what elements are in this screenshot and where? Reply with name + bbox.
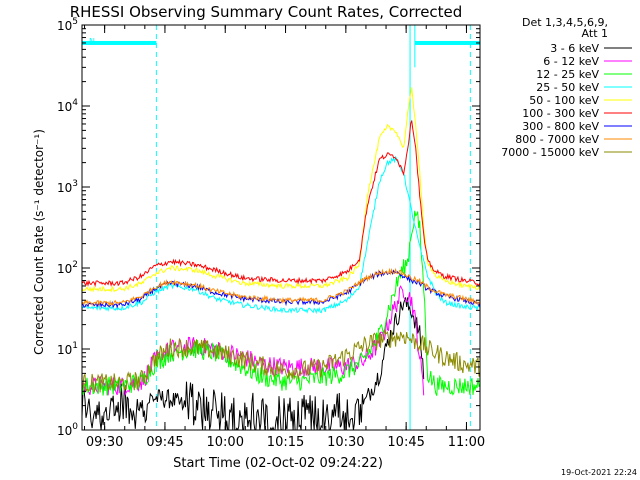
x-tick-label-5: 10:45	[387, 435, 424, 450]
y-tick-label-1: 101	[57, 341, 78, 357]
series-line-800-7000kev	[82, 267, 480, 307]
x-tick-label-4: 10:30	[327, 435, 364, 450]
legend-label-1: 6 - 12 keV	[543, 55, 599, 68]
axes: 100 101 102 103 104 105 09:30 09:45 10:00 10:15 10…	[57, 17, 485, 450]
y-tick-label-5: 105	[57, 17, 78, 33]
x-tick-label-2: 10:00	[207, 435, 244, 450]
legend-title-line-1: Att 1	[582, 27, 608, 40]
x-tick-label-0: 09:30	[86, 435, 123, 450]
series-line-7000-15000kev	[82, 329, 480, 394]
x-axis-label: Start Time (02-Oct-02 09:24:22)	[173, 456, 383, 471]
y-tick-label-3: 103	[57, 179, 78, 195]
x-tick-label-3: 10:15	[267, 435, 304, 450]
y-axis-label: Corrected Count Rate (s⁻¹ detector⁻¹)	[32, 129, 46, 355]
series-line-50-100kev	[82, 87, 480, 293]
y-tick-label-0: 100	[57, 422, 78, 438]
plot-area: N	[82, 25, 480, 430]
legend-label-0: 3 - 6 keV	[550, 42, 599, 55]
legend-label-5: 100 - 300 keV	[522, 107, 599, 120]
series-line-3-6kev	[82, 297, 425, 430]
series-line-100-300kev	[82, 120, 480, 288]
series-line-12-25kev	[82, 210, 480, 396]
flag-bar-label-0: N	[89, 37, 95, 46]
legend-label-4: 50 - 100 keV	[529, 94, 599, 107]
timestamp: 19-Oct-2021 22:24	[561, 468, 637, 477]
legend-label-2: 12 - 25 keV	[536, 68, 599, 81]
y-tick-label-2: 102	[57, 260, 78, 276]
y-tick-label-4: 104	[57, 98, 78, 114]
flag-bar-1	[414, 40, 480, 45]
plot-clip-group	[82, 25, 480, 430]
legend-title-line-0: Det 1,3,4,5,6,9,	[522, 16, 608, 29]
flag-bar-0	[82, 40, 157, 45]
x-tick-label-6: 11:00	[448, 435, 485, 450]
legend-label-7: 800 - 7000 keV	[515, 133, 599, 146]
x-tick-label-1: 09:45	[146, 435, 183, 450]
legend-label-6: 300 - 800 keV	[522, 120, 599, 133]
legend-label-3: 25 - 50 keV	[536, 81, 599, 94]
chart-title: RHESSI Observing Summary Count Rates, Co…	[70, 3, 463, 21]
plot-frame	[81, 24, 481, 431]
legend-label-8: 7000 - 15000 keV	[501, 146, 599, 159]
